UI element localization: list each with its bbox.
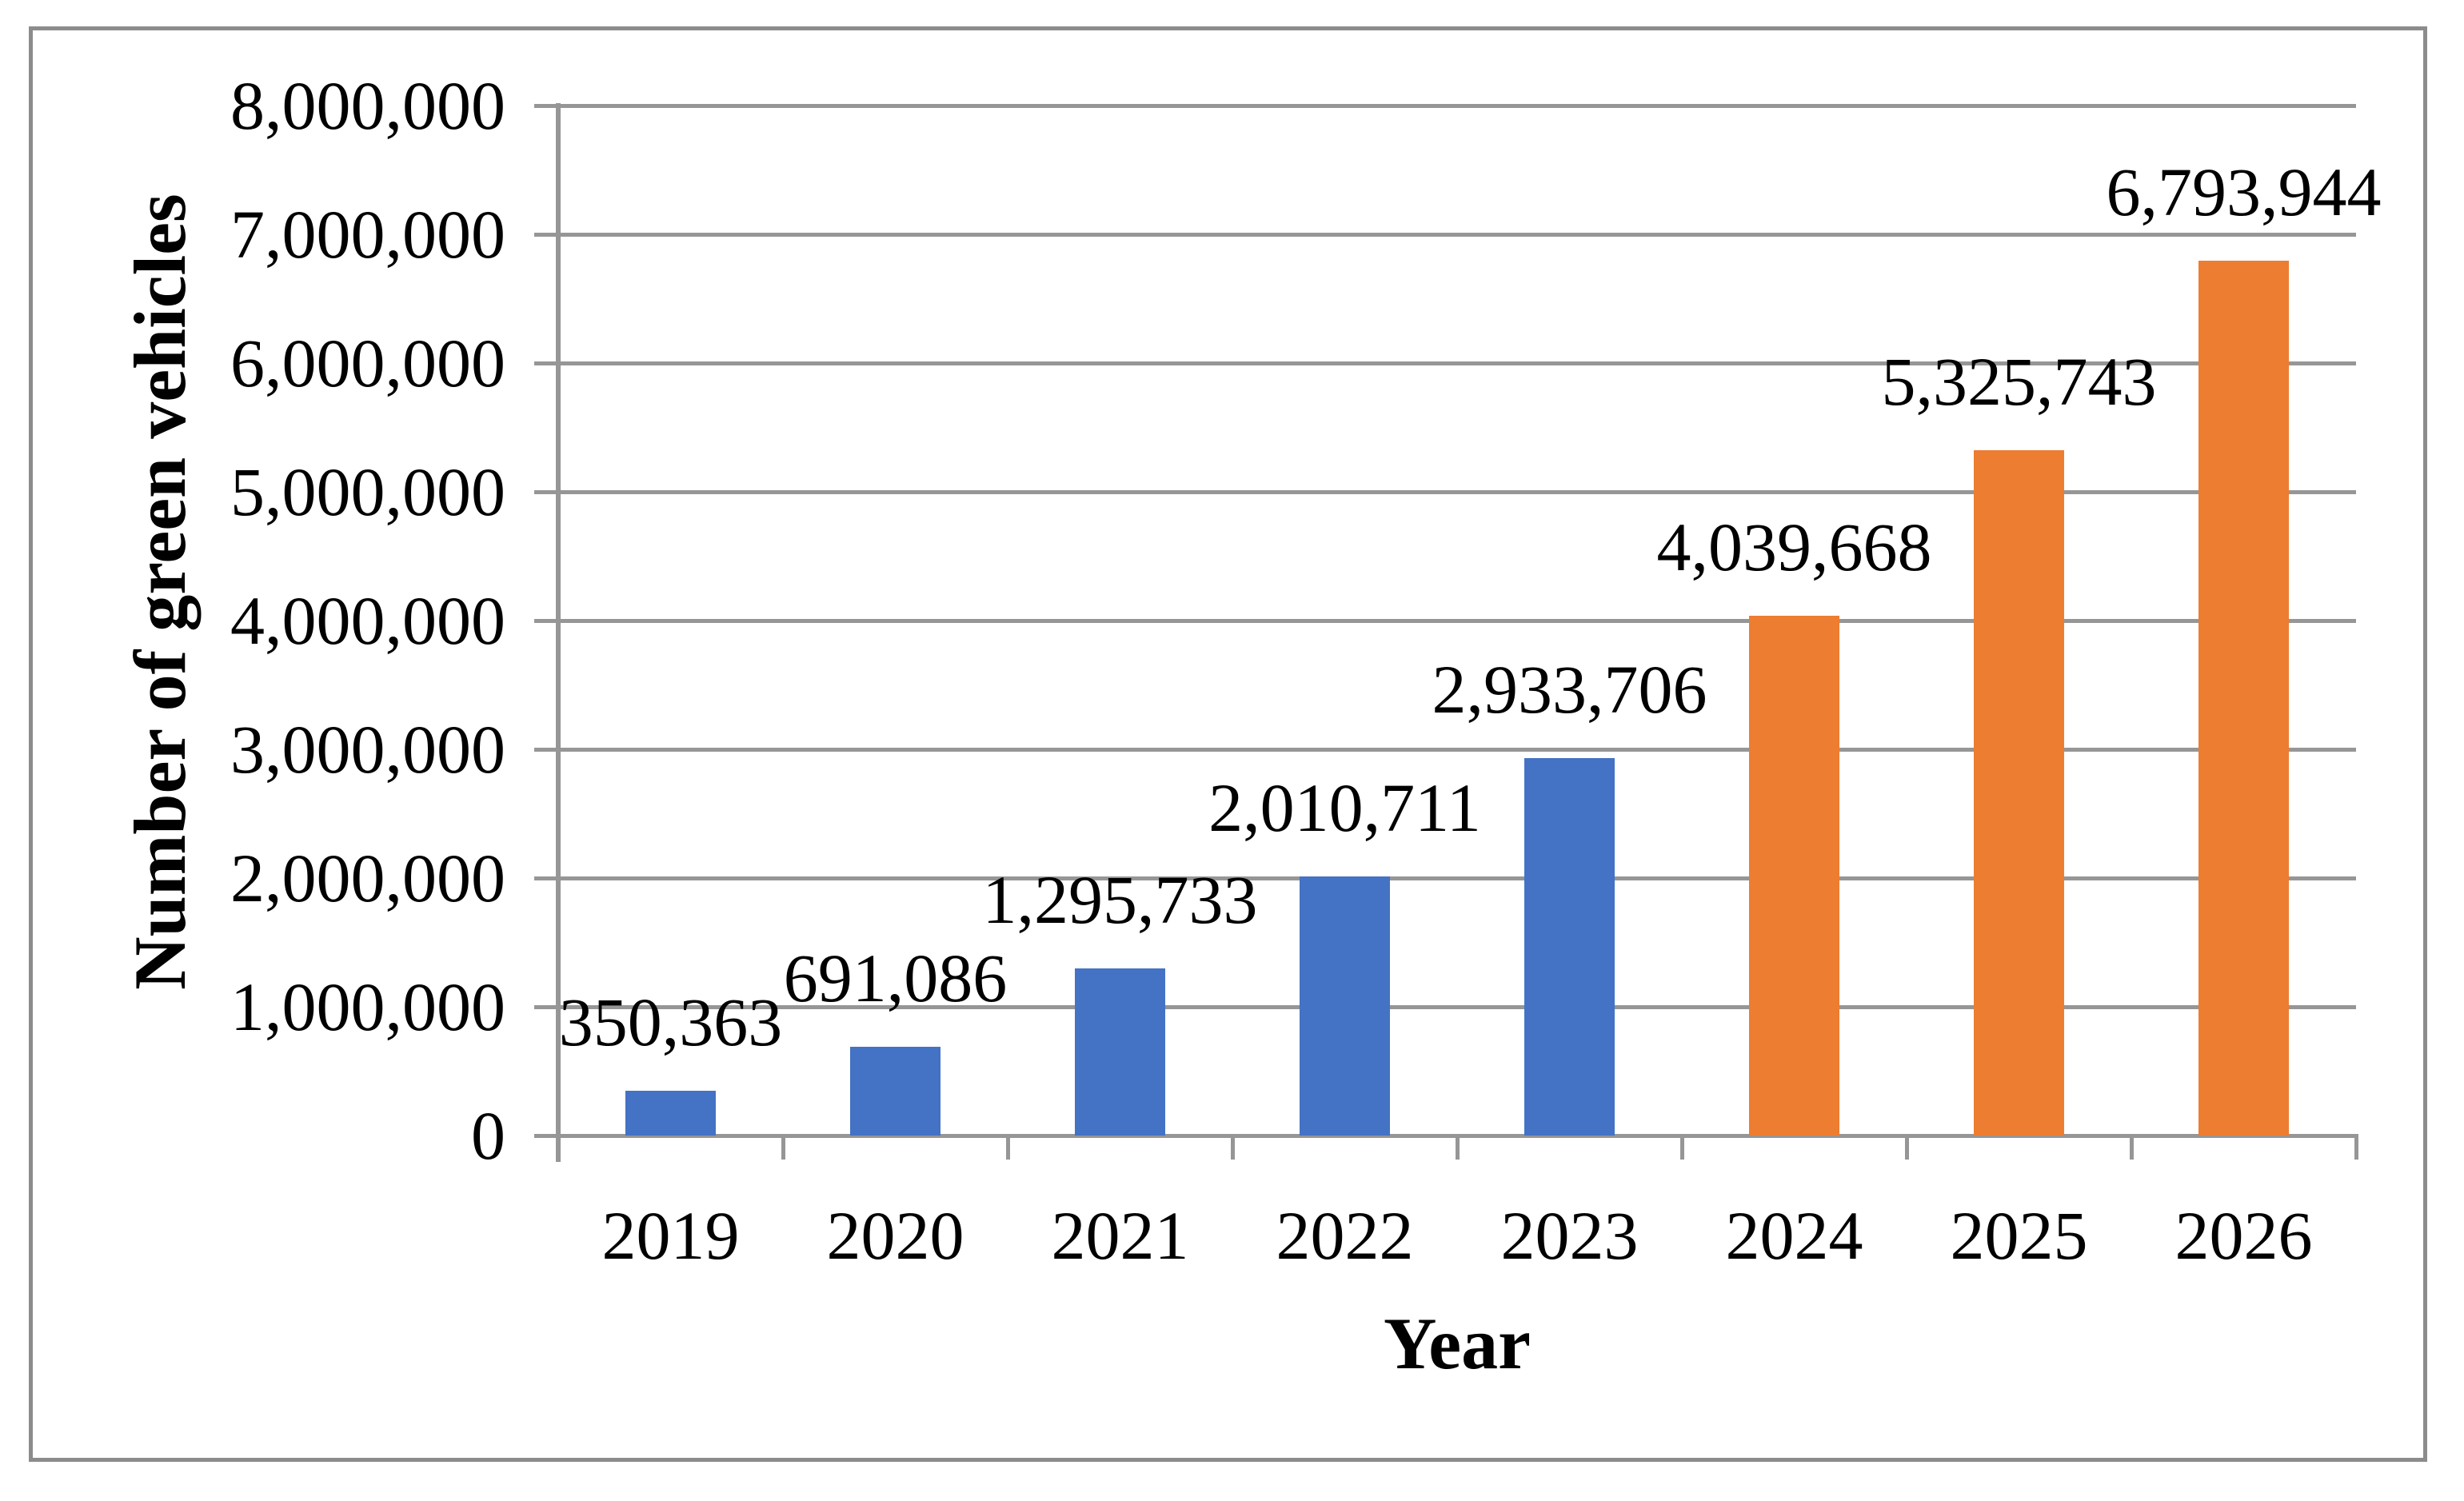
y-axis-title: Number of green vehicles [119,194,201,990]
bar-2026 [2198,261,2289,1136]
y-tick-label: 0 [471,1097,505,1174]
data-label-2025: 5,325,743 [1881,343,2157,420]
bar-2022 [1300,876,1390,1136]
x-axis-tick [556,1134,561,1160]
gridline [534,876,2356,880]
x-tick-label-2024: 2024 [1725,1197,1863,1274]
y-axis-line [556,103,561,1162]
data-label-2023: 2,933,706 [1432,651,1707,728]
y-tick-label: 8,000,000 [230,67,505,144]
bar-2023 [1524,758,1615,1136]
y-tick-label: 3,000,000 [230,711,505,788]
x-axis-tick [1679,1134,1684,1160]
gridline [534,489,2356,494]
gridline [534,1004,2356,1009]
y-tick-label: 1,000,000 [230,968,505,1045]
x-tick-label-2026: 2026 [2174,1197,2313,1274]
bar-2021 [1075,968,1165,1136]
y-tick-label: 7,000,000 [230,196,505,273]
x-axis-tick [1005,1134,1010,1160]
y-tick-label: 5,000,000 [230,453,505,530]
x-axis-title: Year [1384,1303,1531,1384]
gridline [534,618,2356,623]
x-tick-label-2022: 2022 [1276,1197,1414,1274]
x-tick-label-2019: 2019 [601,1197,740,1274]
x-axis-tick [1904,1134,1909,1160]
bar-2020 [850,1047,940,1136]
y-tick-label: 2,000,000 [230,840,505,916]
x-tick-label-2023: 2023 [1500,1197,1639,1274]
x-tick-label-2025: 2025 [1950,1197,2088,1274]
data-label-2019: 350,363 [558,984,783,1060]
x-axis-tick [781,1134,785,1160]
x-axis-tick [2129,1134,2134,1160]
bar-2019 [625,1091,716,1136]
y-tick-label: 6,000,000 [230,325,505,401]
x-axis-tick [1455,1134,1460,1160]
x-tick-label-2020: 2020 [826,1197,964,1274]
bar-2024 [1749,616,1839,1136]
y-tick-label: 4,000,000 [230,582,505,659]
data-label-2020: 691,086 [783,940,1008,1016]
gridline [534,232,2356,237]
x-tick-label-2021: 2021 [1051,1197,1189,1274]
data-label-2026: 6,793,944 [2106,154,2382,230]
data-label-2024: 4,039,668 [1656,509,1932,585]
gridline [534,747,2356,752]
x-axis-line [534,1133,2356,1138]
gridline [534,103,2356,108]
data-label-2022: 2,010,711 [1208,769,1481,846]
gridline [534,361,2356,365]
data-label-2021: 1,295,733 [982,861,1258,938]
bar-2025 [1974,450,2064,1136]
x-axis-tick [2354,1134,2358,1160]
x-axis-tick [1230,1134,1235,1160]
